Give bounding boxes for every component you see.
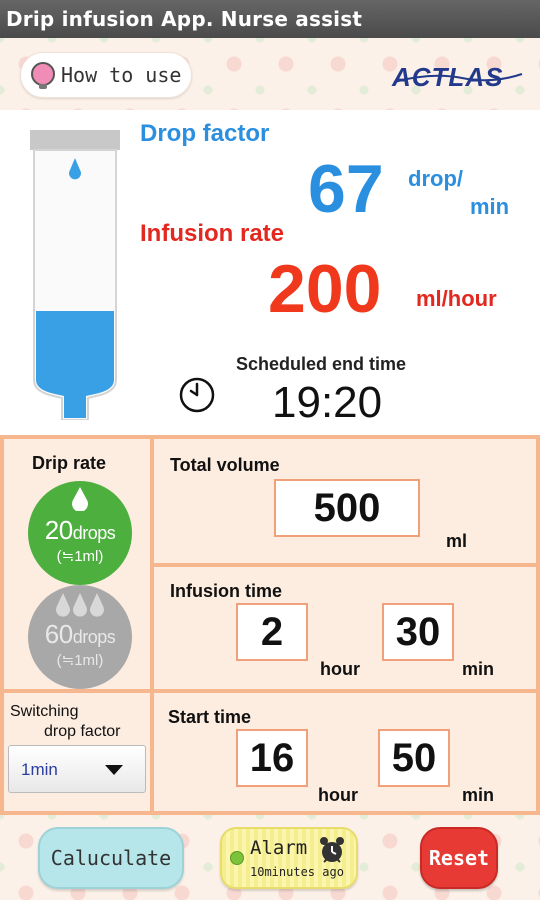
- total-volume-input[interactable]: 500: [274, 479, 420, 537]
- scheduled-end-value: 19:20: [272, 378, 383, 427]
- infusion-min-unit: min: [462, 659, 495, 679]
- alarm-button[interactable]: Alarm 10minutes ago: [220, 827, 358, 889]
- calculate-label: Caluculate: [50, 846, 172, 870]
- drop-icon: [72, 487, 88, 511]
- scheduled-end-label: Scheduled end time: [236, 354, 407, 374]
- drop-factor-label: Drop factor: [140, 120, 270, 147]
- switching-dropdown[interactable]: 1min: [8, 745, 146, 793]
- switching-title-1: Switching: [10, 703, 79, 720]
- alarm-clock-icon: [320, 837, 344, 863]
- start-time-label: Start time: [168, 707, 252, 727]
- alarm-label: Alarm: [250, 837, 308, 859]
- total-volume-label: Total volume: [170, 455, 280, 475]
- drop-icon: [69, 158, 81, 180]
- infusion-time-label: Infusion time: [170, 581, 282, 601]
- drip-rate-panel: Drip rate 20drops (≒1ml) 60drops (≒1ml): [4, 439, 150, 689]
- start-min-unit: min: [462, 785, 495, 805]
- lightbulb-icon: [31, 62, 55, 89]
- drip-rate-sub: (≒1ml): [56, 652, 104, 669]
- start-hour-unit: hour: [318, 785, 358, 805]
- logo-text: ACTLAS: [392, 62, 504, 92]
- three-drops-icon: [56, 593, 104, 617]
- switching-selected-value: 1min: [21, 760, 58, 779]
- infusion-min-input[interactable]: 30: [382, 603, 454, 661]
- logo-swoosh-icon: [393, 73, 523, 83]
- reset-button[interactable]: Reset: [420, 827, 498, 889]
- dropdown-arrow-icon: [105, 765, 123, 775]
- drip-rate-number: 20: [44, 515, 73, 545]
- infusion-hour-input[interactable]: 2: [236, 603, 308, 661]
- drip-rate-sub: (≒1ml): [56, 548, 104, 565]
- drip-rate-title: Drip rate: [32, 453, 107, 473]
- footer-toolbar: Caluculate Alarm 10minutes ago Reset: [0, 815, 540, 900]
- app-title: Drip infusion App. Nurse assist: [6, 7, 363, 31]
- infusion-hour-unit: hour: [320, 659, 360, 679]
- alarm-sub-label: 10minutes ago: [250, 865, 344, 879]
- start-min-input[interactable]: 50: [378, 729, 450, 787]
- start-hour-input[interactable]: 16: [236, 729, 308, 787]
- drip-rate-unit: drops: [72, 627, 116, 647]
- drip-rate-unit: drops: [72, 523, 116, 543]
- how-to-use-label: How to use: [61, 63, 182, 87]
- switching-title-2: drop factor: [44, 723, 121, 740]
- iv-bag-illustration: [30, 130, 120, 420]
- clock-icon: [179, 377, 215, 413]
- total-volume-panel: Total volume 500 ml: [154, 439, 536, 563]
- start-time-panel: Start time 16 hour 50 min: [154, 693, 536, 811]
- actlas-logo: ACTLAS: [392, 62, 523, 94]
- infusion-rate-label: Infusion rate: [140, 220, 285, 247]
- total-volume-unit: ml: [446, 531, 468, 551]
- reset-label: Reset: [428, 846, 490, 870]
- header: How to use ACTLAS: [0, 38, 540, 110]
- infusion-time-panel: Infusion time 2 hour 30 min: [154, 567, 536, 689]
- drop-factor-unit: drop/: [408, 166, 463, 191]
- calculate-button[interactable]: Caluculate: [38, 827, 184, 889]
- drop-factor-value: 67: [308, 151, 384, 227]
- input-grid: Drip rate 20drops (≒1ml) 60drops (≒1ml) …: [0, 435, 540, 815]
- drip-rate-60-option[interactable]: 60drops (≒1ml): [28, 585, 132, 689]
- drip-rate-number: 60: [44, 619, 73, 649]
- infusion-rate-unit: ml/hour: [416, 286, 497, 311]
- drip-rate-20-option[interactable]: 20drops (≒1ml): [28, 481, 132, 585]
- alarm-status-dot-icon: [230, 851, 244, 865]
- infusion-rate-value: 200: [268, 251, 382, 327]
- how-to-use-button[interactable]: How to use: [20, 52, 192, 98]
- app-title-bar: Drip infusion App. Nurse assist: [0, 0, 540, 38]
- drop-factor-unit-min: min: [470, 194, 510, 219]
- result-panel: Drop factor 67 drop/ min Infusion rate 2…: [0, 110, 540, 435]
